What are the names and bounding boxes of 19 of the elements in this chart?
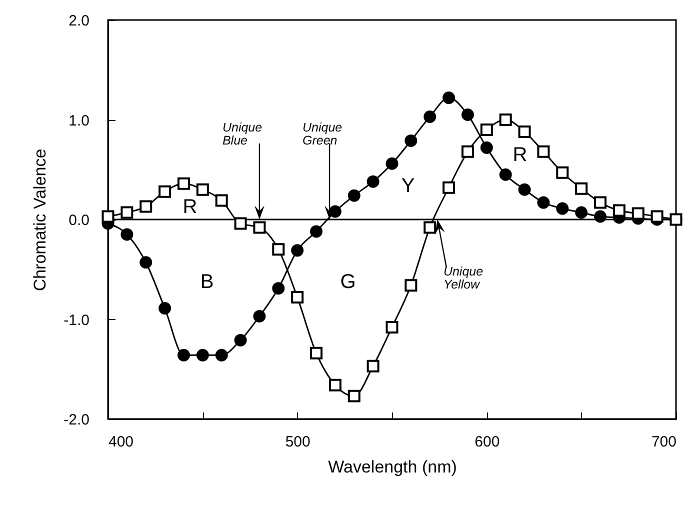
annotation: R	[182, 196, 198, 218]
y-tick-label: 0.0	[68, 212, 90, 229]
annotation: Y	[401, 175, 415, 197]
x-tick-label: 700	[651, 434, 676, 450]
y-axis-title: Chromatic Valence	[30, 148, 50, 292]
x-tick-label: 500	[285, 434, 310, 450]
annotation: Unique Green	[302, 120, 342, 148]
x-tick-label: 600	[474, 434, 500, 450]
y-tick-label: 1.0	[68, 112, 90, 130]
y-tick-label: 2.0	[68, 12, 90, 30]
y-tick-label: -2.0	[64, 412, 90, 428]
annotation: G	[340, 271, 356, 293]
x-axis-title: Wavelength (nm)	[328, 458, 457, 476]
annotation: Unique Blue	[222, 120, 262, 148]
annotation: R	[512, 144, 528, 166]
annotation: Unique Yellow	[443, 264, 484, 292]
x-tick-label: 400	[108, 434, 134, 450]
annotation: B	[200, 271, 214, 293]
y-tick-label: -1.0	[64, 312, 90, 329]
